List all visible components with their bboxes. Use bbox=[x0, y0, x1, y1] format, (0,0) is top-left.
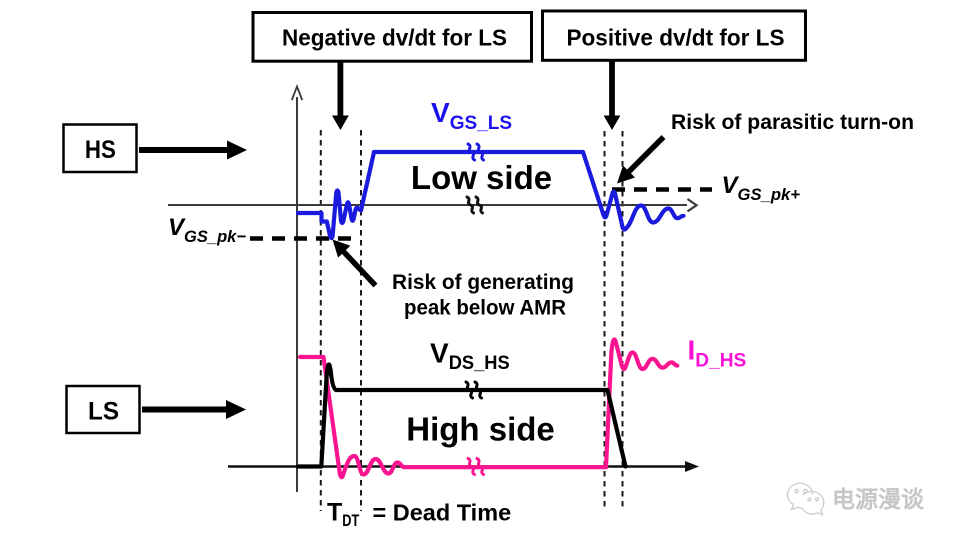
svg-text:= Dead Time: = Dead Time bbox=[373, 500, 512, 526]
svg-text:Negative dv/dt for LS: Negative dv/dt for LS bbox=[282, 25, 507, 51]
svg-text:VGS_pk−: VGS_pk− bbox=[168, 214, 246, 246]
svg-text:VGS_LS: VGS_LS bbox=[431, 97, 512, 134]
svg-text:TDT: TDT bbox=[327, 499, 360, 531]
svg-text:VGS_pk+: VGS_pk+ bbox=[722, 172, 801, 204]
svg-text:VDS_HS: VDS_HS bbox=[430, 338, 510, 375]
svg-text:High side: High side bbox=[406, 411, 555, 448]
svg-text:peak below AMR: peak below AMR bbox=[404, 296, 566, 320]
svg-text:LS: LS bbox=[88, 398, 119, 426]
svg-text:Risk of generating: Risk of generating bbox=[392, 270, 574, 294]
svg-text:电源漫谈: 电源漫谈 bbox=[832, 486, 925, 512]
svg-text:Low side: Low side bbox=[411, 159, 552, 196]
svg-text:Risk of parasitic turn-on: Risk of parasitic turn-on bbox=[671, 110, 914, 134]
svg-text:ID_HS: ID_HS bbox=[688, 335, 747, 372]
svg-text:Positive dv/dt for LS: Positive dv/dt for LS bbox=[567, 25, 785, 51]
svg-text:HS: HS bbox=[85, 136, 116, 164]
